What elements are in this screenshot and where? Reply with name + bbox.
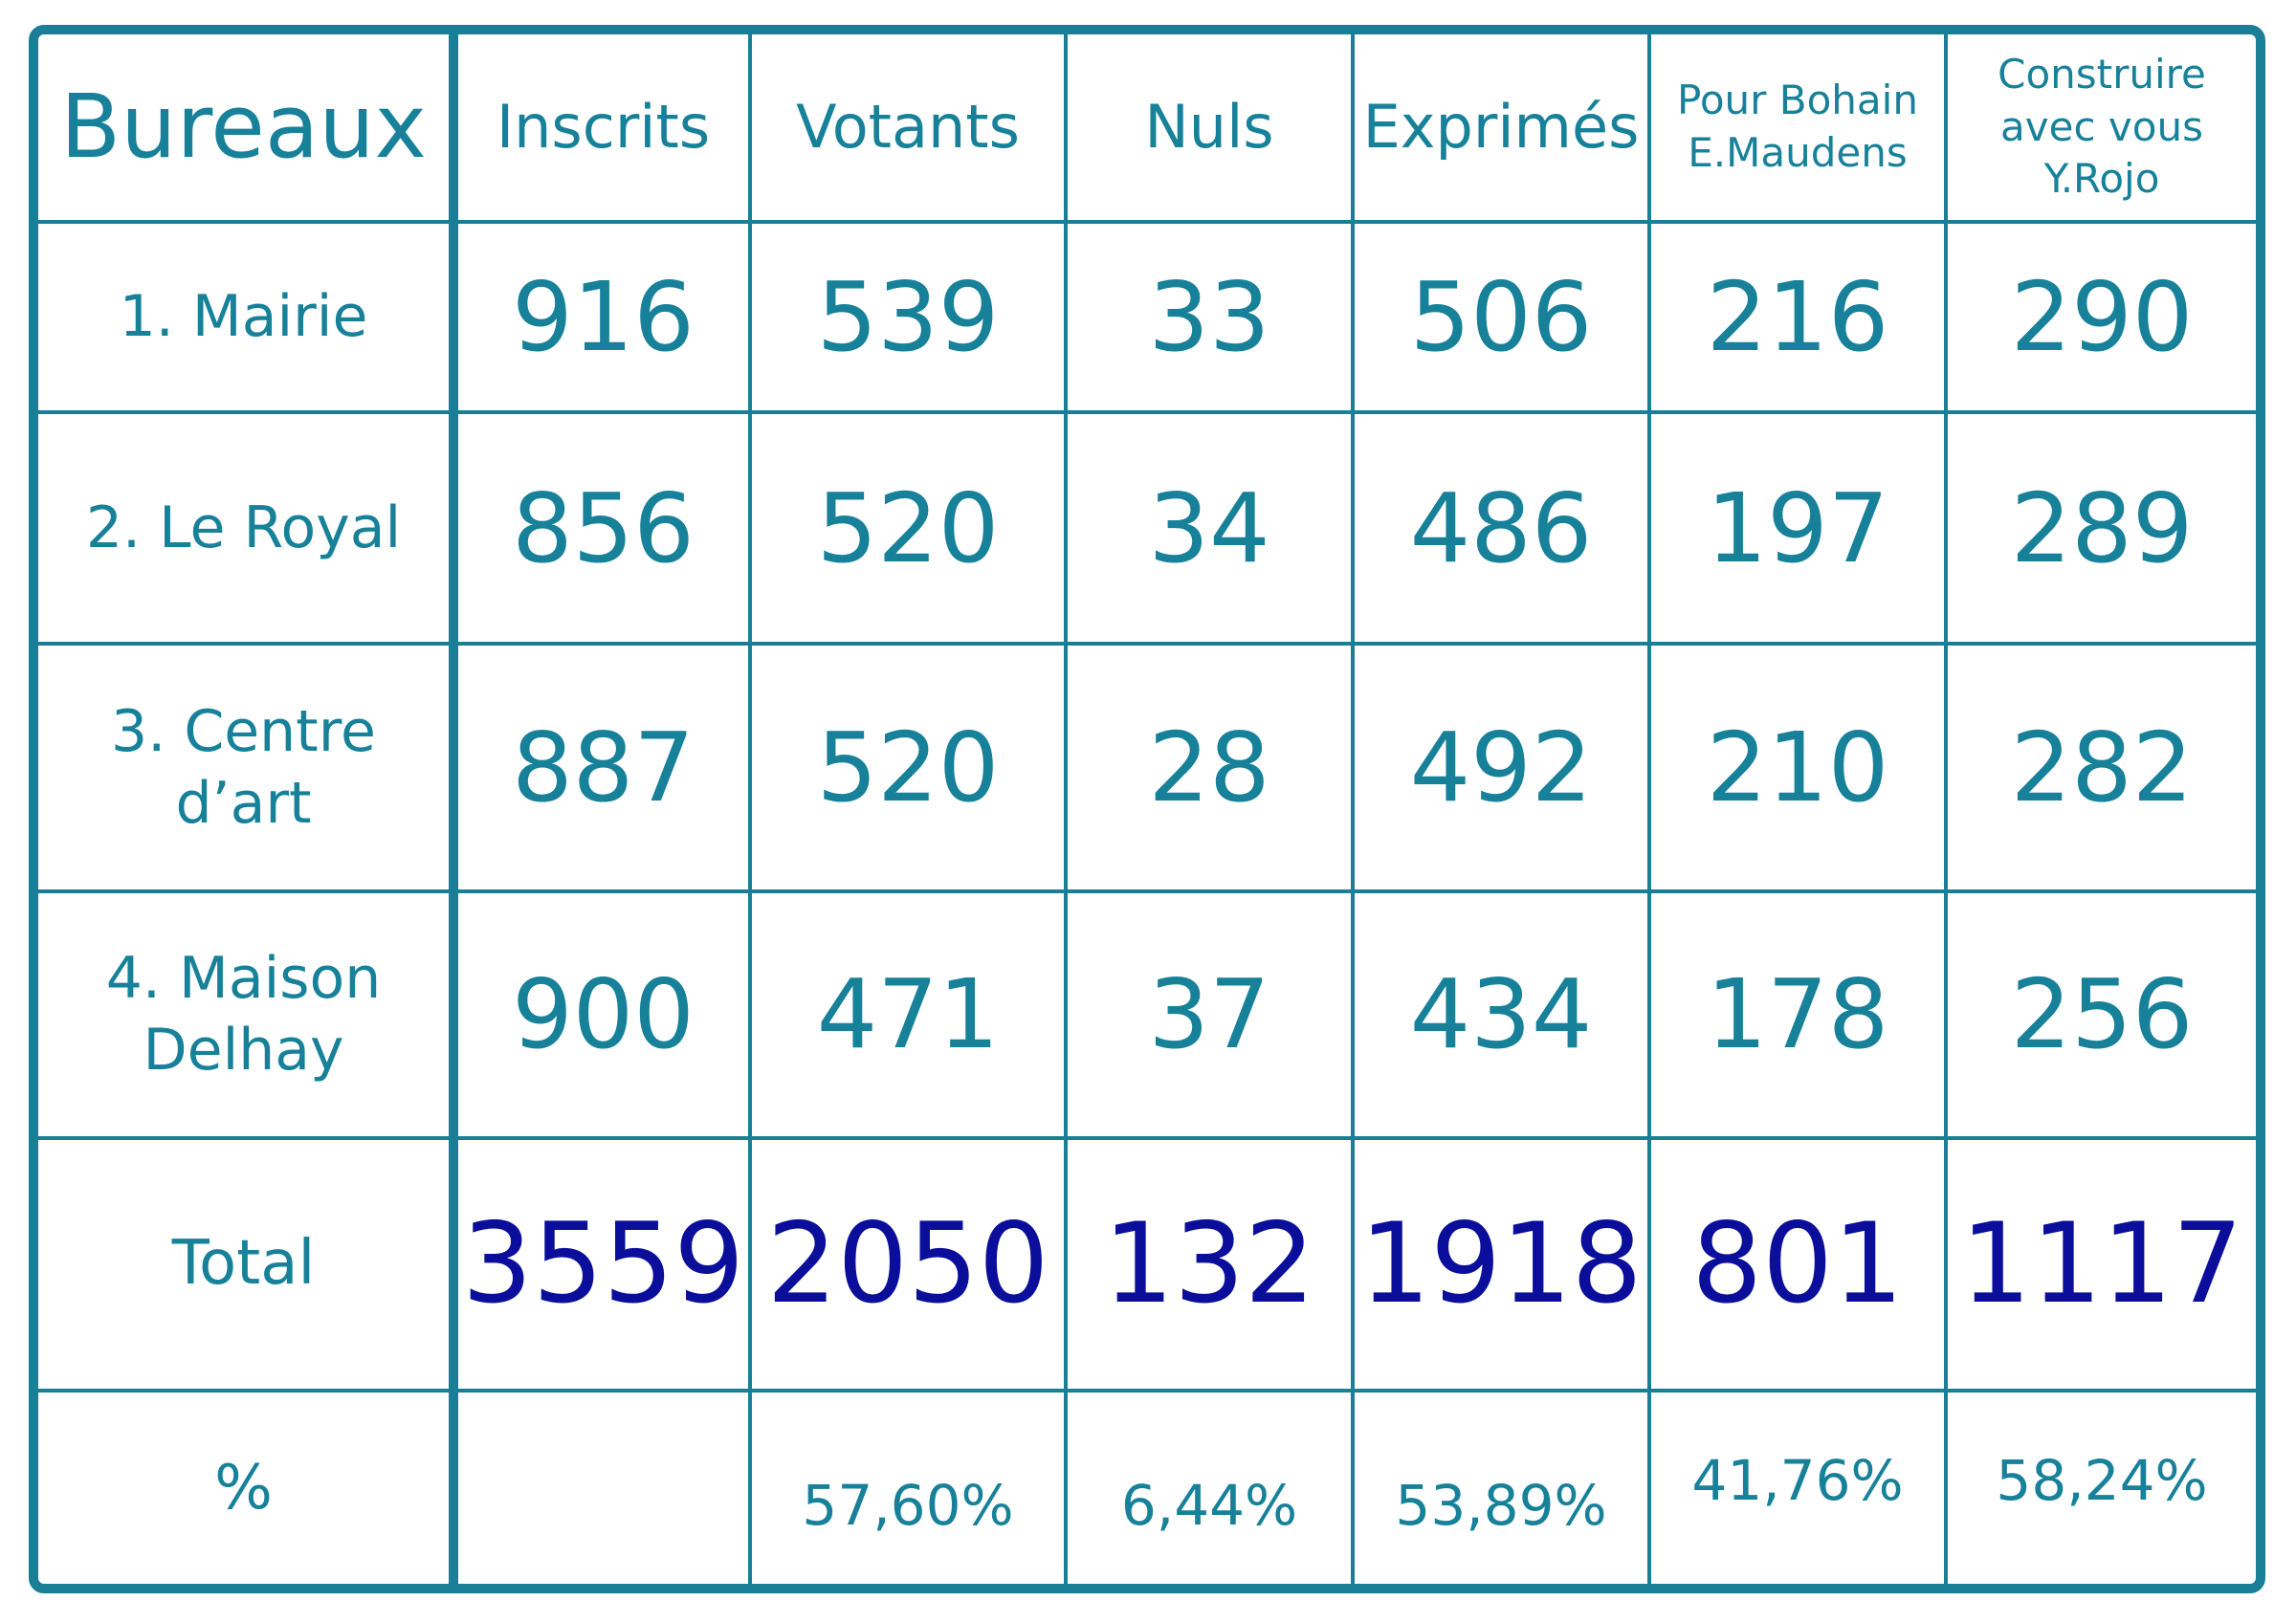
percent-value: 57,60% (802, 1472, 1014, 1538)
header-inscrits: Inscrits (452, 34, 752, 224)
cell-votants: 539 (748, 219, 1068, 415)
total-row: Total 3559 2050 132 1918 801 1117 (38, 1135, 2256, 1393)
cell-nuls: 28 (1064, 642, 1355, 893)
cell-inscrits: 887 (452, 642, 752, 893)
header-votants: Votants (748, 34, 1068, 224)
bureau-name-line: Delhay (143, 1016, 344, 1084)
cell-exprimes: 492 (1351, 642, 1651, 893)
bureau-name: 2. Le Royal (38, 410, 458, 647)
header-rojo-line: avec vous (2000, 102, 2203, 150)
bureau-name-line: 1. Mairie (119, 283, 368, 351)
total-exprimes: 1918 (1351, 1135, 1651, 1393)
cell-maudens: 210 (1647, 642, 1948, 893)
table-row: 4. Maison Delhay 900 471 37 434 178 256 (38, 888, 2256, 1140)
header-rojo: Construire avec vous Y.Rojo (1944, 34, 2256, 224)
cell-nuls: 33 (1064, 219, 1355, 415)
cell-votants: 471 (748, 888, 1068, 1140)
percent-inscrits (452, 1389, 752, 1584)
percent-nuls: 6,44% (1064, 1389, 1355, 1584)
bureau-name-line: 4. Maison (105, 944, 382, 1012)
header-rojo-line: Y.Rojo (2043, 155, 2160, 203)
total-label: Total (38, 1135, 458, 1393)
total-maudens: 801 (1647, 1135, 1948, 1393)
bureau-name-line: d’art (175, 769, 312, 837)
bureau-name: 3. Centre d’art (38, 642, 458, 893)
cell-votants: 520 (748, 642, 1068, 893)
percent-value: 6,44% (1120, 1472, 1298, 1538)
percent-rojo: 58,24% (1944, 1389, 2256, 1584)
bureau-name: 4. Maison Delhay (38, 888, 458, 1140)
results-table-frame: Bureaux Inscrits Votants Nuls Exprimés P… (29, 25, 2265, 1593)
bureau-name-line: 2. Le Royal (85, 493, 402, 561)
cell-inscrits: 856 (452, 410, 752, 647)
cell-exprimes: 506 (1351, 219, 1651, 415)
percent-value: 41,76% (1691, 1447, 1904, 1513)
header-maudens-line: Pour Bohain (1677, 77, 1918, 124)
percent-votants: 57,60% (748, 1389, 1068, 1584)
total-rojo: 1117 (1944, 1135, 2256, 1393)
percent-maudens: 41,76% (1647, 1389, 1948, 1584)
cell-maudens: 216 (1647, 219, 1948, 415)
header-rojo-line: Construire (1998, 50, 2206, 98)
total-nuls: 132 (1064, 1135, 1355, 1393)
cell-nuls: 34 (1064, 410, 1355, 647)
bureau-name: 1. Mairie (38, 219, 458, 415)
header-bureaux: Bureaux (38, 34, 458, 224)
cell-rojo: 282 (1944, 642, 2256, 893)
cell-maudens: 178 (1647, 888, 1948, 1140)
cell-inscrits: 916 (452, 219, 752, 415)
percent-row: % 57,60% 6,44% 53,89% 41,76% 58,24% (38, 1389, 2256, 1584)
cell-inscrits: 900 (452, 888, 752, 1140)
header-maudens: Pour Bohain E.Maudens (1647, 34, 1948, 224)
header-exprimes: Exprimés (1351, 34, 1651, 224)
cell-rojo: 256 (1944, 888, 2256, 1140)
cell-exprimes: 434 (1351, 888, 1651, 1140)
percent-label: % (38, 1389, 458, 1584)
cell-rojo: 289 (1944, 410, 2256, 647)
cell-votants: 520 (748, 410, 1068, 647)
header-maudens-line: E.Maudens (1688, 128, 1908, 176)
bureau-name-line: 3. Centre (111, 697, 376, 765)
percent-exprimes: 53,89% (1351, 1389, 1651, 1584)
table-row: 1. Mairie 916 539 33 506 216 290 (38, 219, 2256, 415)
election-results-table: Bureaux Inscrits Votants Nuls Exprimés P… (38, 34, 2256, 1584)
header-nuls: Nuls (1064, 34, 1355, 224)
header-row: Bureaux Inscrits Votants Nuls Exprimés P… (38, 34, 2256, 224)
total-votants: 2050 (748, 1135, 1068, 1393)
total-inscrits: 3559 (452, 1135, 752, 1393)
cell-exprimes: 486 (1351, 410, 1651, 647)
percent-value: 53,89% (1395, 1472, 1607, 1538)
cell-nuls: 37 (1064, 888, 1355, 1140)
percent-value: 58,24% (1996, 1447, 2208, 1513)
cell-maudens: 197 (1647, 410, 1948, 647)
table-row: 3. Centre d’art 887 520 28 492 210 282 (38, 642, 2256, 893)
table-row: 2. Le Royal 856 520 34 486 197 289 (38, 410, 2256, 647)
cell-rojo: 290 (1944, 219, 2256, 415)
